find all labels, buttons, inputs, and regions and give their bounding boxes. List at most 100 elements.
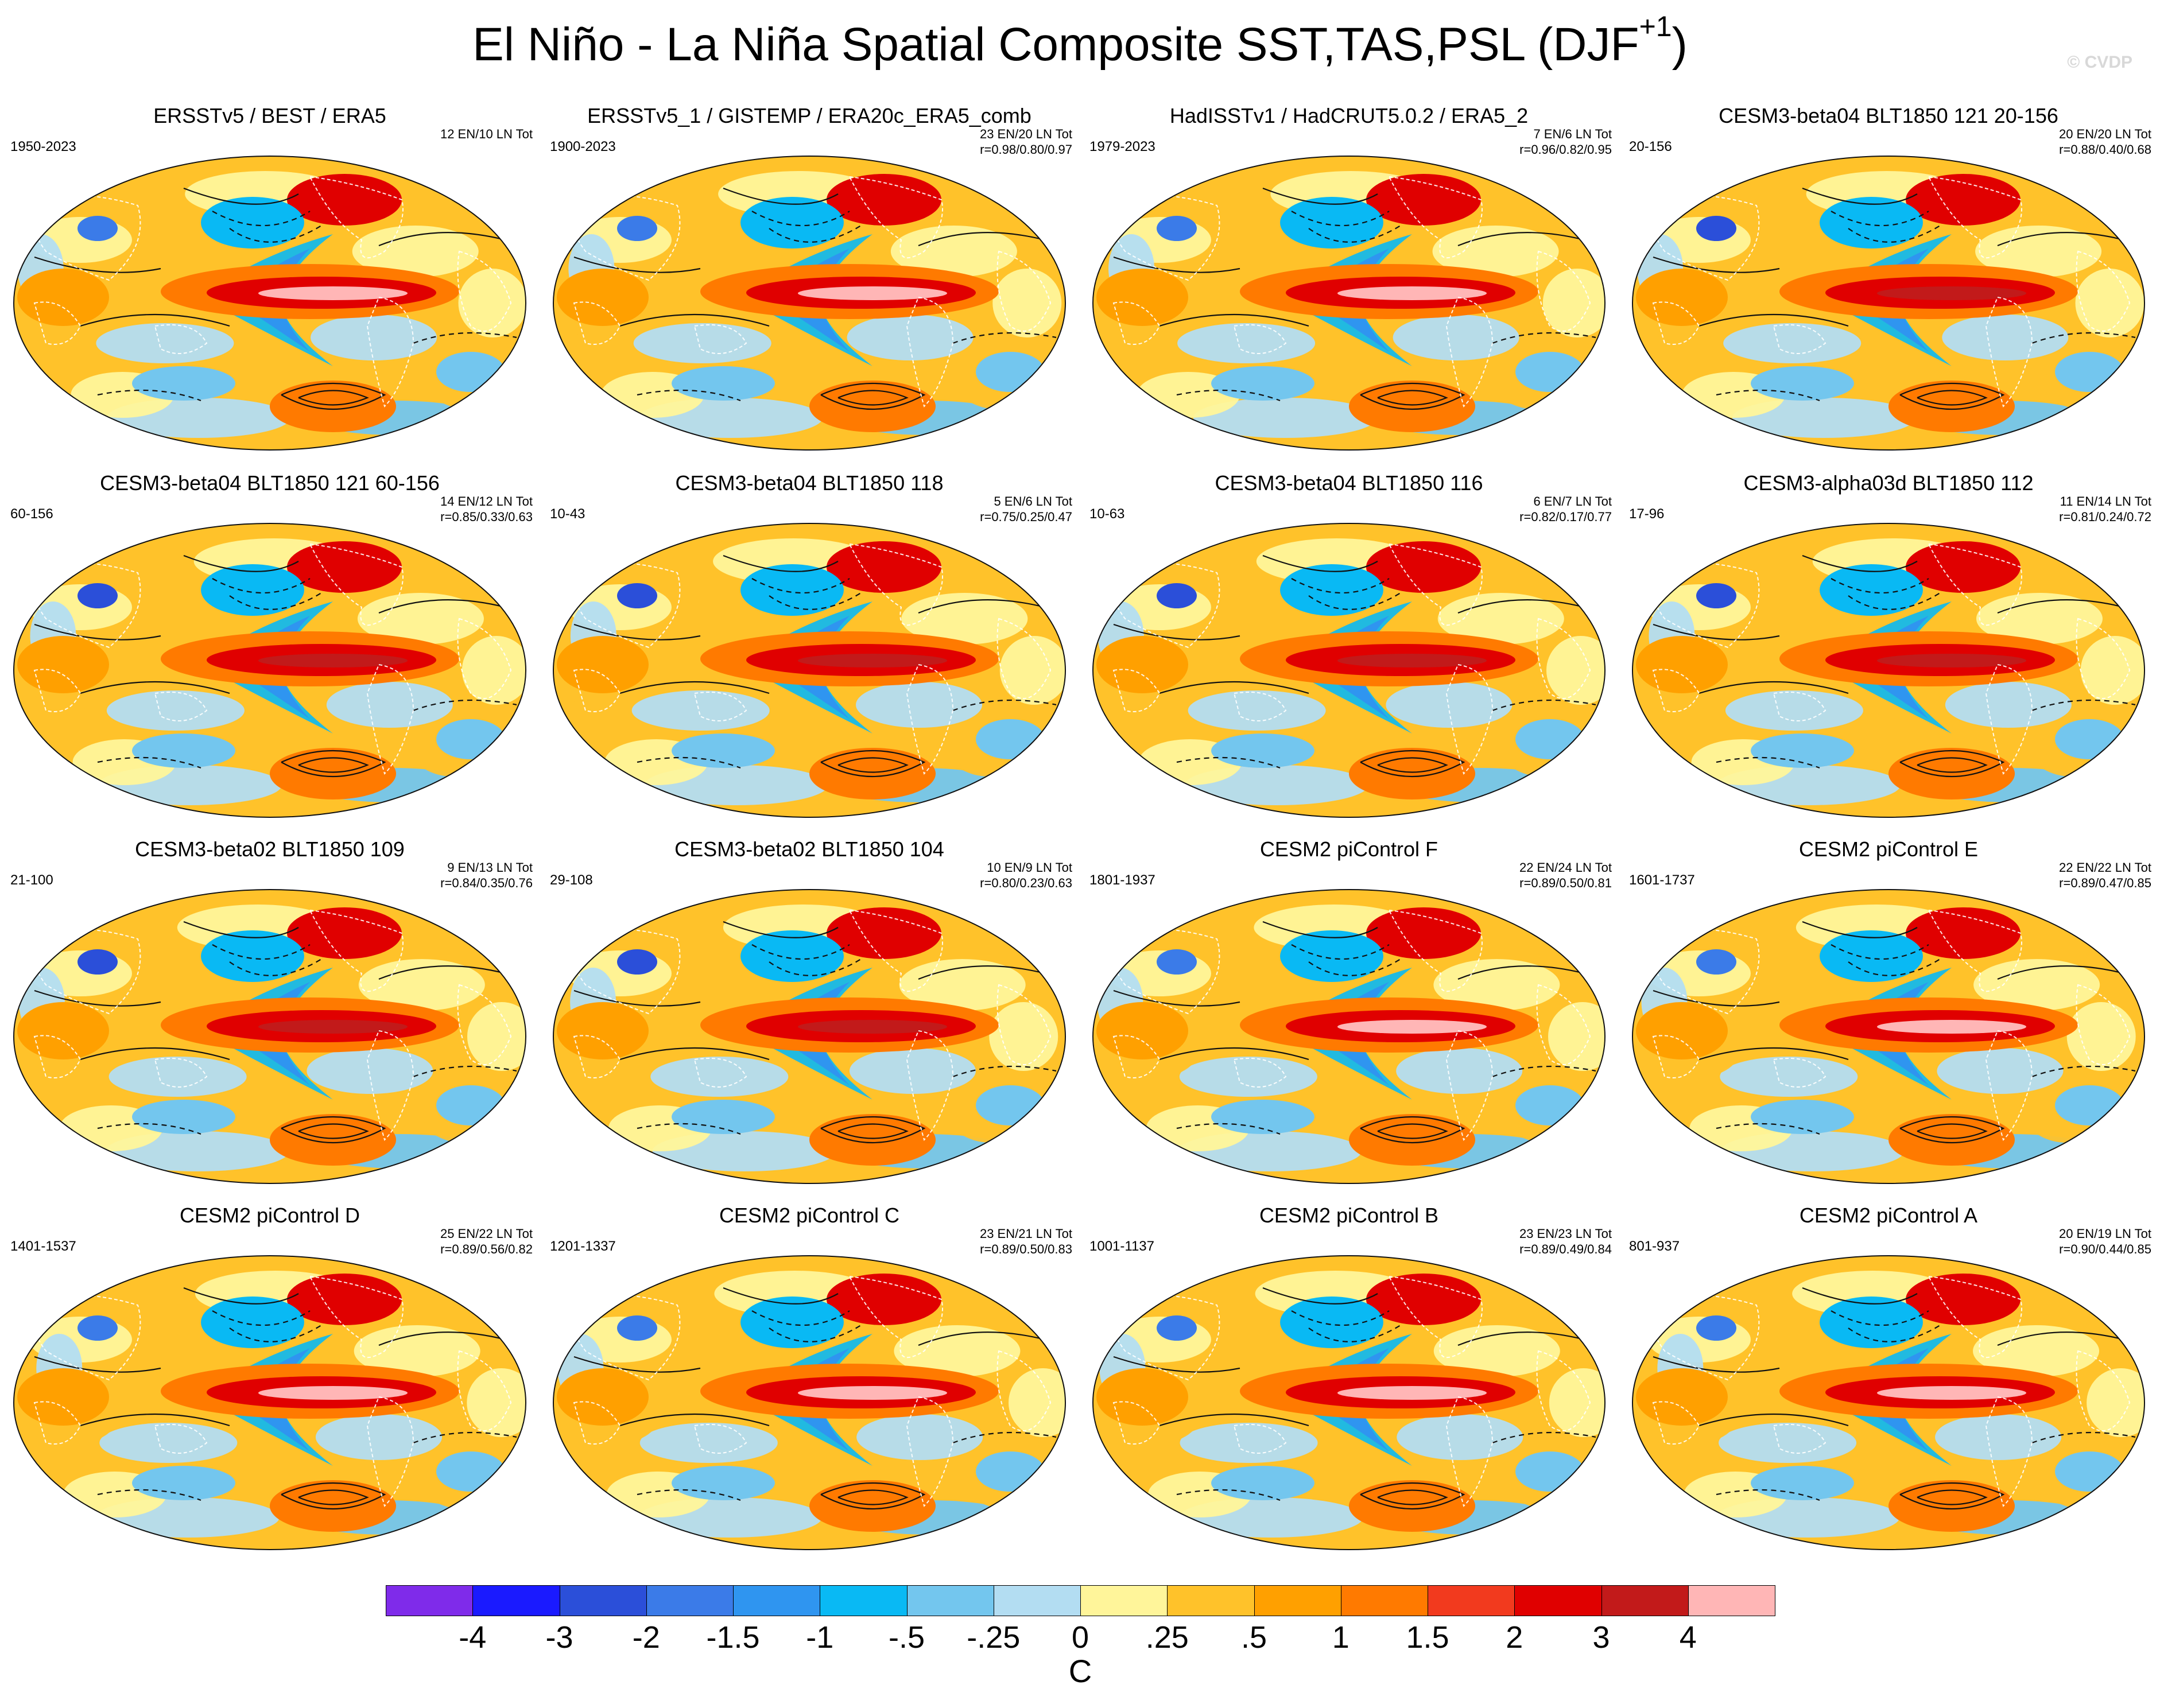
anomaly-patch	[849, 1048, 976, 1094]
warm-indian-ocean	[1636, 269, 1728, 326]
coastline	[848, 176, 943, 259]
event-count: 22 EN/22 LN Tot	[2058, 860, 2151, 875]
coastline	[1445, 663, 1494, 775]
psl-contour	[751, 944, 850, 960]
psl-contour	[281, 1482, 386, 1509]
coastline	[1112, 1035, 1161, 1078]
anomaly-patch	[1549, 1368, 1605, 1437]
psl-contour	[1698, 1413, 1849, 1427]
psl-contour	[1917, 1123, 1988, 1139]
panel-period: 20-156	[1629, 139, 1672, 154]
colorbar-tick-label: 0	[1071, 1620, 1089, 1655]
coastline	[154, 692, 208, 721]
colorbar-tick-label: -3	[545, 1620, 573, 1655]
pattern-correlation: r=0.82/0.17/0.77	[1519, 510, 1612, 524]
cool-east-asia	[617, 216, 657, 241]
colorbar-tick-label: -2	[632, 1620, 660, 1655]
cool-north-pacific	[740, 930, 844, 982]
map-panel: CESM3-beta04 BLT1850 121 60-156 60-156 14 …	[0, 471, 540, 838]
anomaly-patch	[1396, 1048, 1523, 1094]
anomaly-patch	[1973, 1325, 2100, 1377]
coastline	[1112, 1401, 1161, 1445]
coastline	[1652, 669, 1700, 712]
psl-contour	[573, 623, 701, 640]
warm-north-america	[827, 174, 941, 226]
warm-south-pacific	[1349, 1480, 1475, 1532]
coastline	[366, 1030, 414, 1141]
cool-southern-ocean	[1211, 733, 1314, 768]
cool-southern-ocean	[1751, 733, 1854, 768]
psl-contour	[378, 599, 506, 614]
psl-contour	[281, 382, 386, 410]
map-panel: CESM2 piControl E 1601-1737 22 EN/22 LN To…	[1619, 837, 2158, 1204]
pattern-correlation: r=0.89/0.50/0.81	[1519, 876, 1612, 890]
coastline	[1233, 324, 1287, 354]
coastline	[1985, 296, 2033, 407]
pattern-correlation: r=0.88/0.40/0.68	[2059, 142, 2151, 157]
coastline	[693, 1058, 747, 1088]
anomaly-patch	[1725, 690, 1863, 731]
coastline	[906, 663, 954, 775]
panel-stats: 20 EN/20 LN Tot r=0.88/0.40/0.68	[2059, 126, 2151, 157]
enso-tongue-core	[798, 1020, 947, 1034]
psl-contour	[1360, 382, 1465, 410]
panel-period: 10-43	[550, 506, 585, 522]
map-border	[13, 1255, 526, 1550]
coastline	[906, 296, 954, 407]
coastline	[457, 1350, 512, 1431]
psl-contour	[80, 1047, 230, 1061]
coastline	[1112, 301, 1161, 345]
cool-east-asia	[1696, 1315, 1736, 1341]
colorbar-tick-label: -1.5	[706, 1620, 760, 1655]
cool-east-asia	[617, 1315, 657, 1341]
colorbar-box	[1514, 1585, 1602, 1616]
colorbar-box	[906, 1585, 994, 1616]
event-count: 11 EN/14 LN Tot	[2060, 494, 2151, 508]
panel-stats: 20 EN/19 LN Tot r=0.90/0.44/0.85	[2059, 1226, 2151, 1257]
cool-southern-ocean	[1751, 366, 1854, 401]
panel-title: CESM3-beta04 BLT1850 118	[675, 471, 944, 495]
coastline	[366, 296, 414, 407]
psl-contour	[1176, 1489, 1281, 1501]
warm-south-pacific	[1888, 1480, 2015, 1532]
psl-contour	[1360, 1116, 1465, 1143]
coastline	[1652, 301, 1700, 345]
panel-title: CESM3-beta04 BLT1850 121 60-156	[100, 471, 440, 495]
coastline	[1233, 692, 1287, 721]
psl-contour	[1653, 1356, 1780, 1373]
coastline	[33, 1401, 82, 1445]
anomaly-patch	[1732, 398, 1916, 438]
anomaly-patch	[847, 315, 974, 360]
psl-contour	[1457, 965, 1585, 980]
coastline	[154, 1058, 208, 1088]
psl-contour	[1262, 554, 1378, 572]
panel-period: 17-96	[1629, 506, 1665, 522]
psl-contour	[1831, 578, 1929, 594]
psl-contour	[378, 965, 506, 980]
psl-contour	[1848, 592, 1941, 610]
colorbar-box	[993, 1585, 1081, 1616]
psl-contour	[97, 1123, 201, 1135]
psl-contour	[80, 313, 230, 327]
psl-contour	[820, 1482, 926, 1509]
anomaly-patch	[1935, 1414, 2062, 1460]
map-border	[553, 889, 1066, 1184]
cool-south-atlantic	[436, 352, 505, 392]
psl-contour	[229, 225, 322, 243]
psl-contour	[1262, 921, 1378, 938]
panel-title: CESM3-alpha03d BLT1850 112	[1743, 471, 2034, 495]
coastline	[996, 250, 1052, 332]
panel-stats: 23 EN/21 LN Tot r=0.89/0.50/0.83	[980, 1226, 1072, 1257]
map-border	[1632, 523, 2145, 818]
anomaly-patch	[2075, 269, 2145, 337]
warm-south-pacific	[1888, 381, 2015, 432]
warm-indian-ocean	[17, 1002, 109, 1059]
psl-contour	[80, 681, 230, 694]
colorbar-box	[646, 1585, 734, 1616]
anomaly-patch	[1177, 323, 1316, 363]
psl-contour	[1831, 944, 1929, 960]
colorbar-box	[386, 1585, 474, 1616]
anomaly-patch	[999, 636, 1065, 705]
psl-contour	[918, 599, 1045, 614]
psl-contour	[2031, 699, 2136, 712]
